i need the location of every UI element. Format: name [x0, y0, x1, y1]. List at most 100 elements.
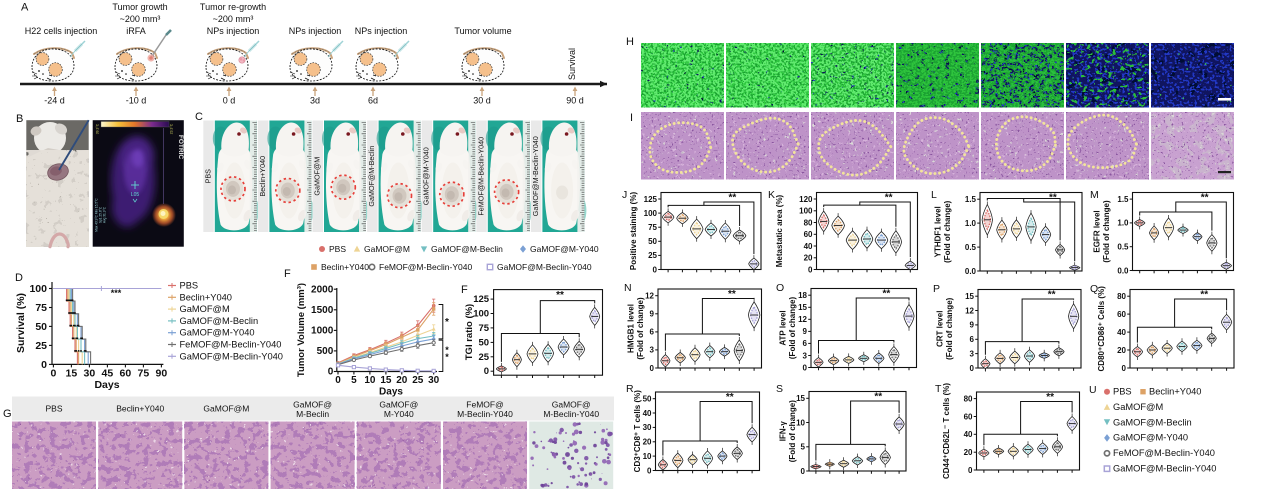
- svg-text:6: 6: [970, 335, 975, 344]
- svg-text:9: 9: [970, 321, 975, 330]
- svg-text:125: 125: [644, 195, 658, 204]
- svg-text:9: 9: [803, 327, 808, 336]
- svg-text:3: 3: [803, 351, 808, 360]
- svg-text:75: 75: [35, 302, 47, 314]
- svg-text:0: 0: [801, 467, 806, 476]
- svg-text:GaMOF@M-Beclin: GaMOF@M-Beclin: [431, 244, 503, 254]
- svg-text:Days: Days: [94, 379, 119, 391]
- svg-text:NPs injection: NPs injection: [289, 26, 342, 36]
- svg-text:0 d: 0 d: [223, 96, 236, 106]
- svg-text:6: 6: [650, 328, 655, 337]
- svg-text:0.5: 0.5: [1117, 243, 1129, 252]
- svg-text:GaMOF@M-Beclin: GaMOF@M-Beclin: [180, 316, 259, 326]
- svg-text:IFN-γ: IFN-γ: [779, 421, 788, 442]
- svg-text:CD80⁺CD86⁺ Cells (%): CD80⁺CD86⁺ Cells (%): [1097, 286, 1106, 372]
- svg-text:(Fold of change): (Fold of change): [943, 200, 952, 263]
- svg-text:60: 60: [1117, 310, 1126, 319]
- svg-text:F: F: [461, 284, 468, 296]
- svg-text:FeMOF@: FeMOF@: [466, 400, 503, 410]
- svg-text:GaMOF@: GaMOF@: [552, 400, 591, 410]
- svg-text:60: 60: [804, 230, 813, 239]
- svg-text:PBS: PBS: [45, 404, 62, 414]
- svg-text:GaMOF@M: GaMOF@M: [364, 244, 410, 254]
- svg-text:F: F: [284, 268, 291, 280]
- svg-text:120: 120: [799, 195, 813, 204]
- svg-text:20: 20: [804, 254, 813, 263]
- svg-text:1.0: 1.0: [965, 219, 977, 228]
- svg-text:0: 0: [653, 265, 658, 274]
- svg-text:YTHDF1 level: YTHDF1 level: [934, 206, 943, 257]
- svg-text:5: 5: [351, 375, 357, 386]
- svg-text:GaMOF@M-Beclin: GaMOF@M-Beclin: [1113, 417, 1192, 427]
- svg-text:1000: 1000: [311, 326, 334, 337]
- svg-text:G: G: [3, 408, 12, 420]
- svg-text:GaMOF@M: GaMOF@M: [1113, 402, 1163, 412]
- svg-text:50: 50: [35, 321, 47, 333]
- svg-text:(Fold of change): (Fold of change): [1102, 200, 1111, 263]
- svg-text:R: R: [626, 383, 634, 395]
- svg-text:0.0: 0.0: [1117, 266, 1129, 275]
- svg-text:30: 30: [643, 423, 652, 432]
- svg-text:**: **: [728, 289, 736, 300]
- svg-text:M-Y040: M-Y040: [384, 409, 414, 419]
- svg-text:50: 50: [648, 237, 657, 246]
- svg-text:1.5: 1.5: [965, 195, 977, 204]
- svg-text:PBS: PBS: [329, 244, 346, 254]
- svg-text:~200 mm³: ~200 mm³: [213, 14, 254, 24]
- svg-text:T: T: [935, 383, 942, 395]
- svg-text:PBS: PBS: [203, 169, 212, 184]
- svg-text:Beclin+Y040: Beclin+Y040: [116, 404, 164, 414]
- svg-text:GaMOF@M-Y040: GaMOF@M-Y040: [1113, 433, 1188, 443]
- svg-text:Beclin+Y040: Beclin+Y040: [321, 262, 369, 272]
- svg-text:S: S: [776, 383, 783, 395]
- svg-text:**: **: [1200, 290, 1208, 301]
- svg-text:25: 25: [35, 340, 47, 352]
- svg-text:10: 10: [643, 452, 652, 461]
- svg-text:(Fold of change): (Fold of change): [788, 400, 797, 463]
- svg-text:*: *: [445, 352, 449, 362]
- svg-text:*: *: [445, 345, 449, 355]
- svg-text:Beclin+Y040: Beclin+Y040: [180, 292, 232, 302]
- svg-text:6: 6: [803, 339, 808, 348]
- svg-text:75: 75: [648, 223, 657, 232]
- svg-text:0: 0: [50, 367, 56, 379]
- svg-text:FeMOF@M-Beclin-Y040: FeMOF@M-Beclin-Y040: [379, 262, 472, 272]
- svg-text:6d: 6d: [368, 96, 378, 106]
- svg-text:30: 30: [84, 367, 96, 379]
- svg-text:25: 25: [479, 352, 490, 363]
- svg-text:**: **: [1046, 392, 1054, 403]
- svg-text:PBS: PBS: [180, 281, 199, 291]
- svg-text:ATP level: ATP level: [779, 310, 788, 345]
- svg-text:100: 100: [473, 309, 489, 320]
- svg-text:Days: Days: [379, 387, 403, 398]
- svg-text:9: 9: [650, 310, 655, 319]
- svg-text:80: 80: [804, 218, 813, 227]
- svg-text:Positive staining (%): Positive staining (%): [629, 192, 638, 271]
- svg-text:Tumor growth: Tumor growth: [112, 2, 167, 12]
- svg-text:25: 25: [648, 251, 657, 260]
- svg-text:GaMOF@M-Beclin-Y040: GaMOF@M-Beclin-Y040: [1113, 464, 1216, 474]
- svg-text:3: 3: [650, 346, 655, 355]
- svg-text:L05: L05: [131, 192, 140, 198]
- svg-text:**: **: [1049, 193, 1057, 204]
- svg-text:0: 0: [484, 366, 489, 377]
- svg-text:GaMOF@M: GaMOF@M: [180, 304, 230, 314]
- svg-text:0: 0: [328, 367, 334, 378]
- svg-text:5: 5: [801, 443, 806, 452]
- svg-text:100: 100: [644, 209, 658, 218]
- svg-text:GaMOF@: GaMOF@: [379, 400, 418, 410]
- svg-text:M-Beclin-Y040: M-Beclin-Y040: [457, 409, 513, 419]
- svg-text:C: C: [195, 111, 203, 123]
- svg-text:20: 20: [396, 375, 408, 386]
- svg-text:(Fold of change): (Fold of change): [945, 297, 954, 360]
- svg-text:0: 0: [803, 363, 808, 372]
- svg-text:GaMOF@M: GaMOF@M: [313, 157, 322, 196]
- svg-text:0: 0: [808, 265, 813, 274]
- svg-text:PBS: PBS: [1113, 387, 1132, 397]
- svg-text:**: **: [885, 193, 893, 204]
- svg-text:Sp1 25.8°C: Sp1 25.8°C: [99, 206, 103, 223]
- svg-text:0: 0: [968, 466, 973, 475]
- svg-text:500: 500: [317, 346, 334, 357]
- svg-text:J: J: [622, 189, 627, 201]
- svg-text:3: 3: [970, 349, 975, 358]
